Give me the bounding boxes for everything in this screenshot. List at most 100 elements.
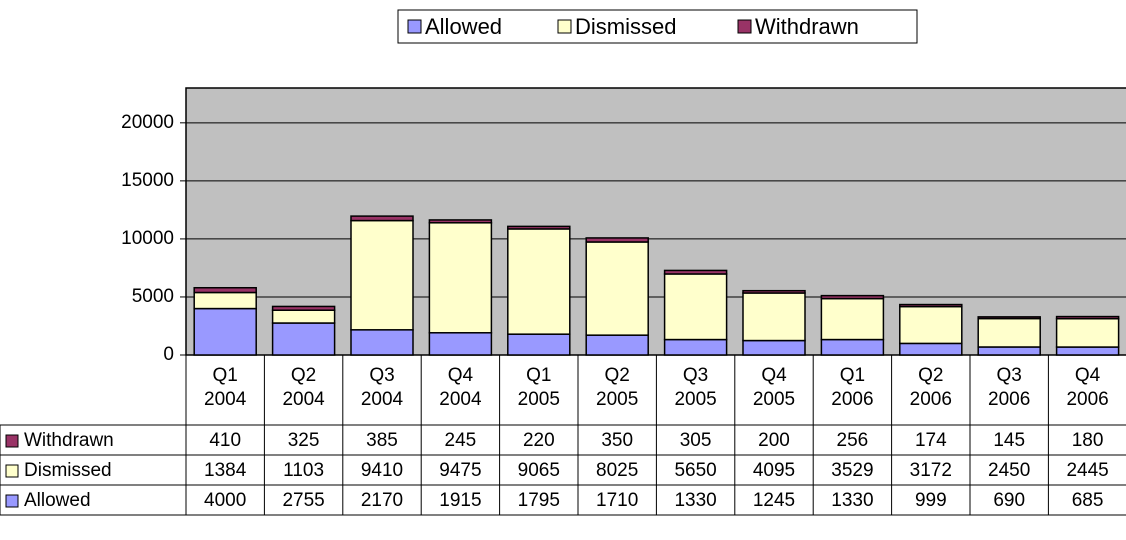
bar-segment <box>193 307 257 356</box>
bar-segment <box>742 339 806 356</box>
legend-key <box>5 494 19 508</box>
x-tick-label: Q3 2005 <box>674 365 717 410</box>
bar-segment <box>663 338 728 356</box>
table-value: 1710 <box>596 490 638 511</box>
legend-key <box>5 464 19 478</box>
bar-segment <box>1055 346 1120 356</box>
table-value: 9475 <box>439 460 481 481</box>
table-value: 9065 <box>518 460 560 481</box>
table-value: 145 <box>993 430 1025 451</box>
x-tick-label: Q4 2005 <box>752 365 796 410</box>
table-value: 999 <box>915 490 947 511</box>
bar-segment <box>977 346 1041 356</box>
table-value: 2450 <box>988 460 1030 481</box>
bar-segment <box>585 334 649 356</box>
table-value: 8025 <box>596 460 638 481</box>
bar-segment <box>428 332 493 356</box>
bar-segment <box>663 273 728 341</box>
bar-segment <box>428 222 493 334</box>
y-tick-label: 15000 <box>121 170 174 191</box>
bar-segment <box>271 309 336 324</box>
bar-segment <box>193 291 257 310</box>
y-tick-label: 5000 <box>132 286 174 307</box>
bar-segment <box>977 317 1041 348</box>
table-value: 1330 <box>674 490 716 511</box>
legend-box <box>397 9 918 44</box>
x-tick-label: Q2 2004 <box>282 365 325 410</box>
table-value: 1384 <box>204 460 247 481</box>
table-value: 1795 <box>518 490 560 511</box>
x-tick-label: Q2 2006 <box>909 365 952 410</box>
bar-segment <box>820 297 885 341</box>
bar-segment <box>193 286 257 294</box>
plot-area <box>185 87 1126 356</box>
bar-segment <box>742 289 806 294</box>
x-tick-label: Q1 2004 <box>204 365 247 410</box>
table-value: 4095 <box>753 460 795 481</box>
bar-segment <box>271 322 336 356</box>
table-value: 2445 <box>1066 460 1108 481</box>
bar-segment <box>1055 317 1120 348</box>
bar-segment <box>350 215 414 222</box>
table-value: 4000 <box>204 490 246 511</box>
legend-label: Allowed <box>425 14 502 39</box>
table-value: 5650 <box>674 460 716 481</box>
table-value: 220 <box>523 430 555 451</box>
table-value: 305 <box>680 430 712 451</box>
table-value: 690 <box>993 490 1025 511</box>
table-value: 174 <box>915 430 947 451</box>
bar-segment <box>271 305 336 311</box>
bar-segment <box>1055 315 1120 320</box>
bar-segment <box>350 219 414 331</box>
bar-segment <box>507 333 571 356</box>
bar-segment <box>820 338 885 356</box>
bar-segment <box>350 329 414 356</box>
x-tick-label: Q1 2005 <box>517 365 560 410</box>
bar-segment <box>899 342 963 356</box>
legend-key <box>557 19 572 34</box>
bar-segment <box>507 225 571 230</box>
table-value: 2170 <box>361 490 403 511</box>
legend-label: Withdrawn <box>755 14 859 39</box>
x-tick-label: Q4 2004 <box>439 365 482 410</box>
row-label: Allowed <box>24 490 91 511</box>
y-tick-label: 0 <box>163 344 174 365</box>
bar-segment <box>428 219 493 224</box>
bar-segment <box>507 228 571 335</box>
table-value: 385 <box>366 430 398 451</box>
table-value: 3172 <box>910 460 952 481</box>
bar-segment <box>977 316 1041 320</box>
table-value: 2755 <box>282 490 324 511</box>
table-value: 3529 <box>831 460 873 481</box>
legend-label: Dismissed <box>575 14 676 39</box>
row-label: Dismissed <box>24 460 112 481</box>
table-value: 410 <box>209 430 241 451</box>
x-tick-label: Q3 2006 <box>988 365 1031 410</box>
bar-segment <box>899 305 963 345</box>
table-value: 350 <box>601 430 633 451</box>
y-tick-label: 20000 <box>121 112 174 133</box>
bar-segment <box>585 237 649 243</box>
legend-key <box>737 19 752 34</box>
x-tick-label: Q2 2005 <box>596 365 639 410</box>
y-tick-label: 10000 <box>121 228 174 249</box>
row-label: Withdrawn <box>24 430 114 451</box>
bar-segment <box>663 269 728 275</box>
bar-segment <box>742 292 806 342</box>
x-tick-label: Q3 2004 <box>360 365 404 410</box>
x-tick-label: Q1 2006 <box>831 365 874 410</box>
legend-key <box>407 19 422 34</box>
x-tick-label: Q4 2006 <box>1066 365 1109 410</box>
table-value: 256 <box>837 430 869 451</box>
table-value: 200 <box>758 430 790 451</box>
table-value: 325 <box>288 430 320 451</box>
bar-segment <box>820 294 885 300</box>
legend-key <box>5 434 19 448</box>
table-value: 685 <box>1072 490 1104 511</box>
bar-segment <box>585 241 649 336</box>
table-value: 245 <box>445 430 477 451</box>
table-value: 1330 <box>831 490 873 511</box>
bar-segment <box>899 303 963 308</box>
